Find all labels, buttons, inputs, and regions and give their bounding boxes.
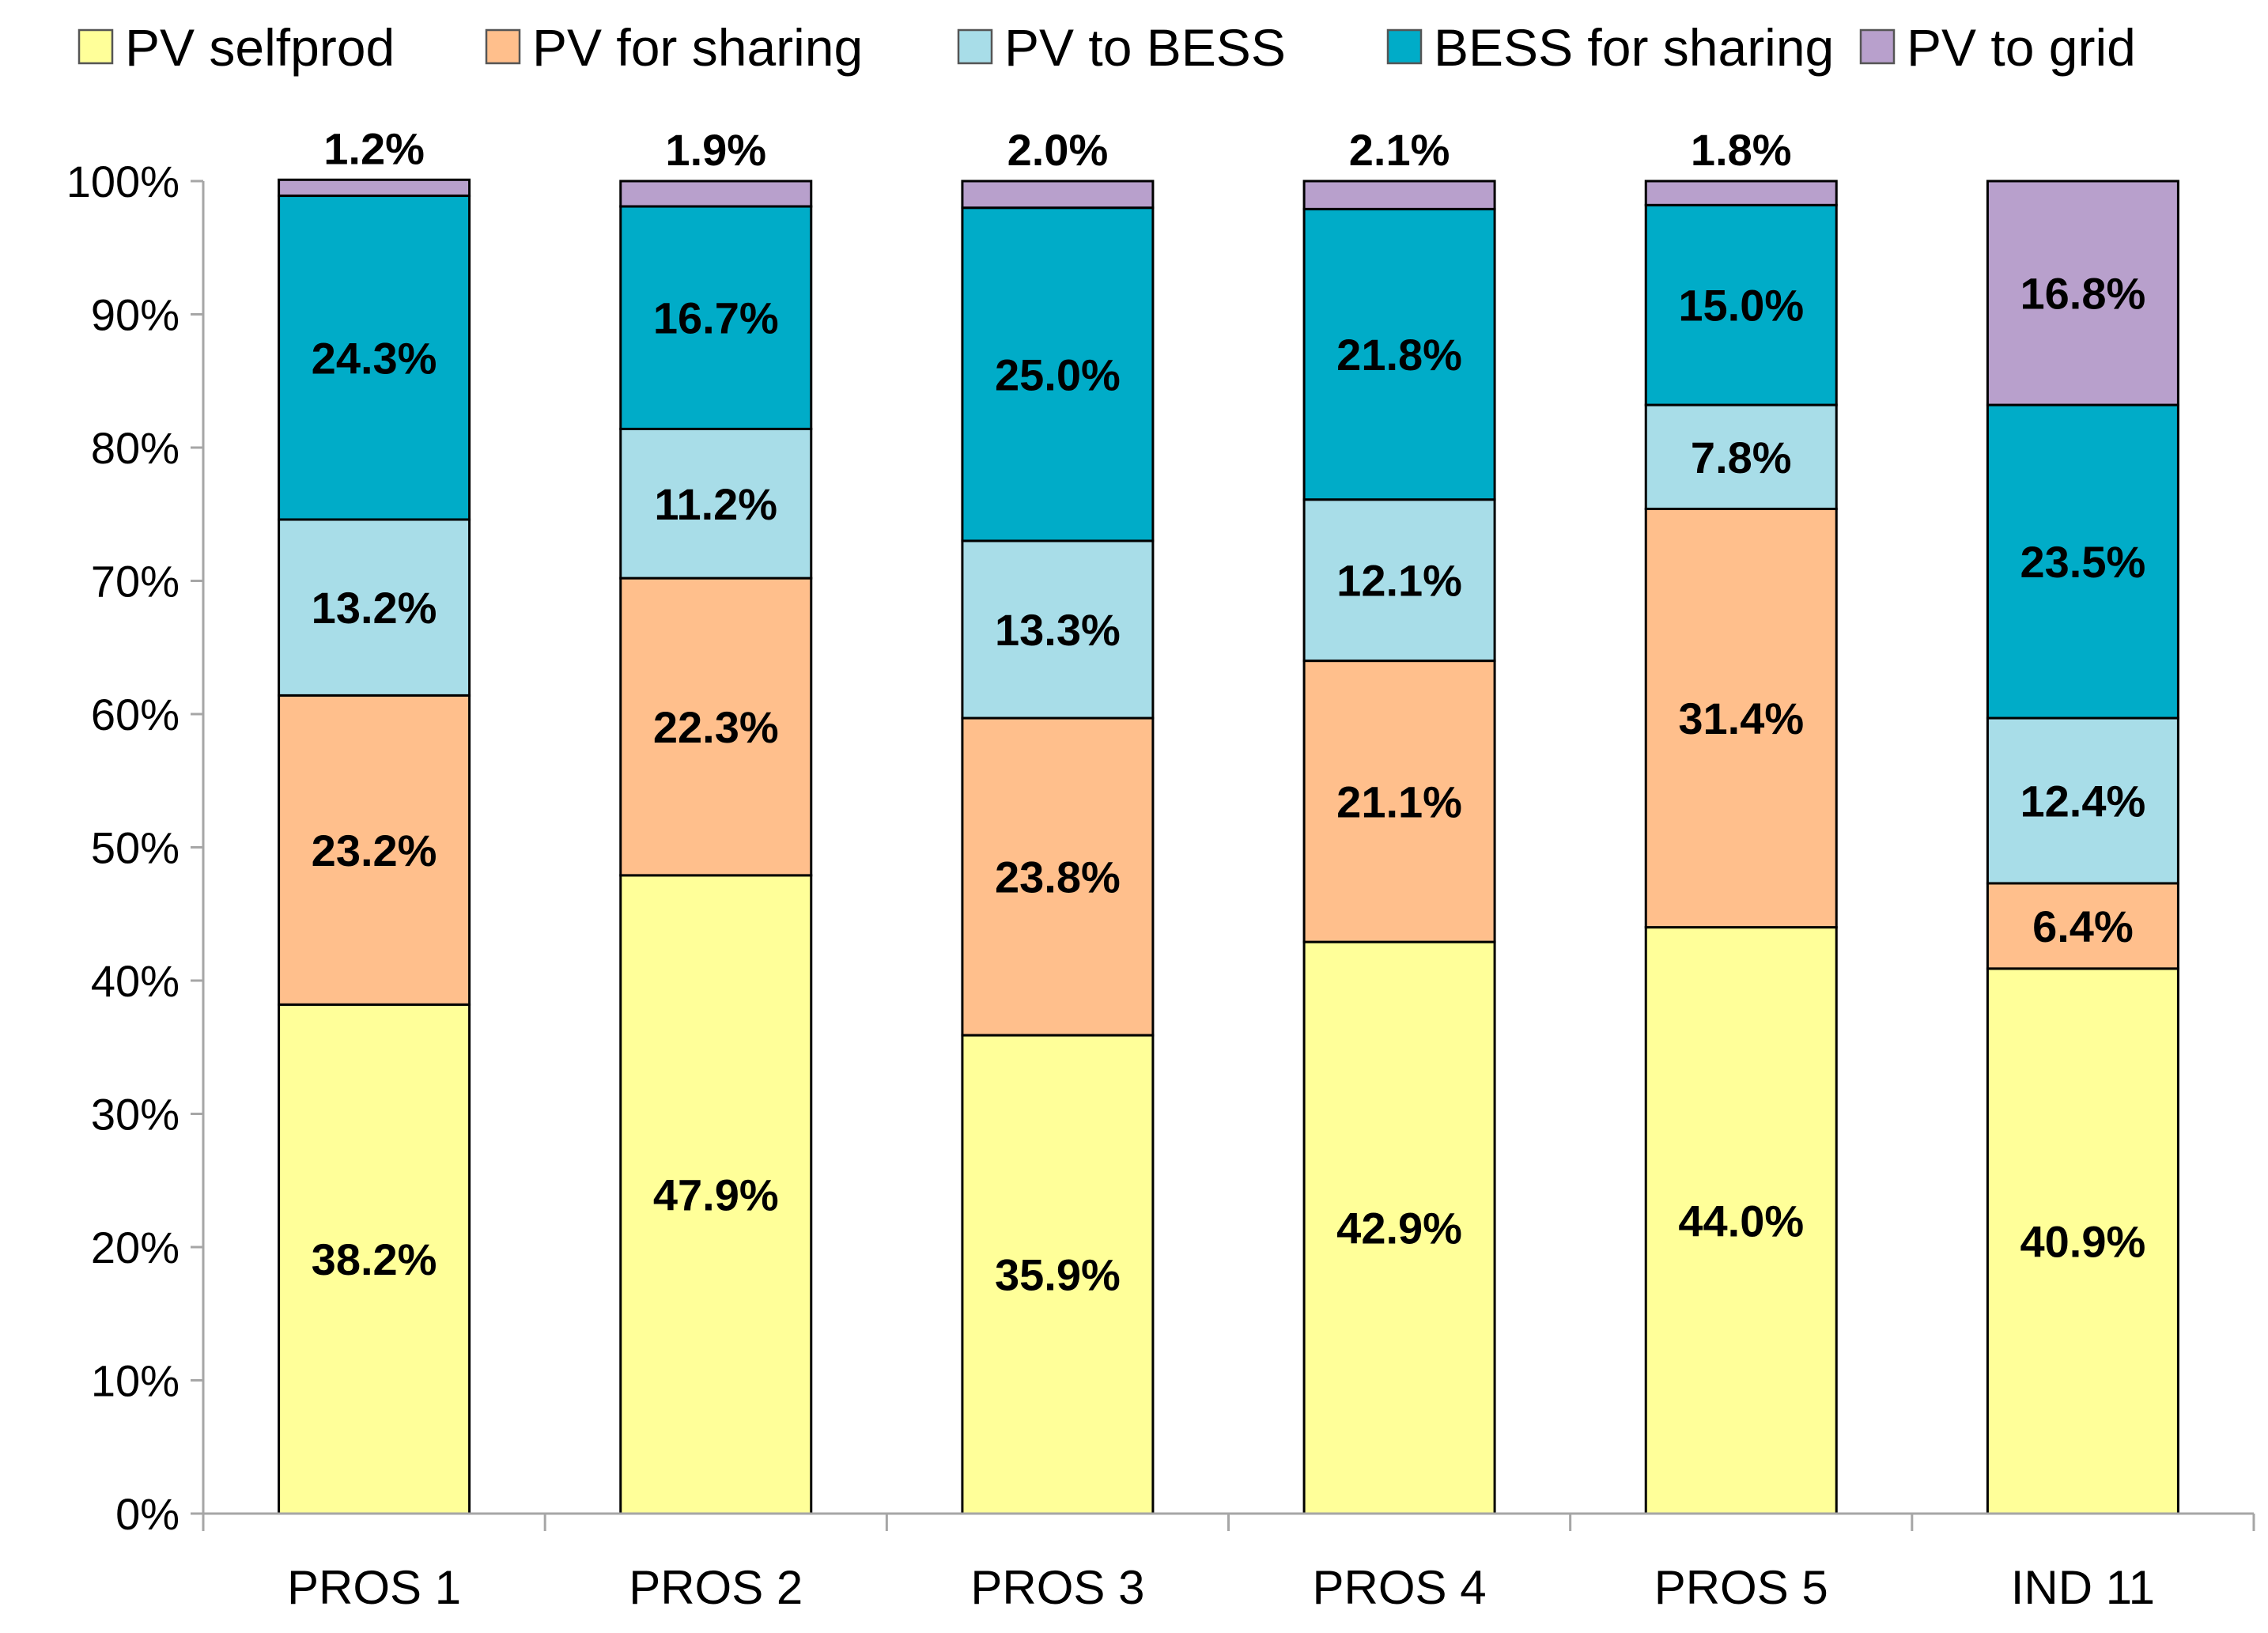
data-label-pros-4-pv-to-bess: 12.1%: [1336, 556, 1462, 606]
y-tick-label: 30%: [91, 1090, 180, 1140]
data-label-pros-2-pv-for-sharing: 22.3%: [653, 702, 779, 752]
data-label-pros-4-bess-for-sharing: 21.8%: [1336, 330, 1462, 380]
bar-pros-4-pv-to-bess: [1302, 498, 1496, 663]
data-label-pros-1-pv-to-grid: 1.2%: [323, 123, 425, 173]
bar-pros-4-pv-for-sharing: [1302, 660, 1496, 943]
x-tick-label-pros-4: PROS 4: [1313, 1561, 1487, 1614]
legend-label-pv-to-bess: PV to BESS: [1004, 18, 1286, 77]
bar-pros-4-bess-for-sharing: [1302, 207, 1496, 501]
legend-label-pv-selfprod: PV selfprod: [125, 18, 395, 77]
bar-pros-1-pv-for-sharing: [278, 694, 471, 1006]
data-label-pros-1-pv-for-sharing: 23.2%: [312, 826, 437, 875]
bar-ind-11-bess-for-sharing: [1986, 403, 2179, 720]
data-label-ind-11-pv-selfprod: 40.9%: [2020, 1216, 2146, 1266]
x-tick-label-ind-11: IND 11: [2011, 1561, 2155, 1614]
legend-swatch-bess-for-sharing: [1386, 28, 1423, 65]
data-label-pros-1-bess-for-sharing: 24.3%: [312, 333, 437, 383]
data-label-ind-11-bess-for-sharing: 23.5%: [2020, 537, 2146, 587]
y-tick-label: 10%: [91, 1356, 180, 1406]
data-label-pros-2-pv-to-bess: 11.2%: [654, 479, 777, 529]
data-label-pros-5-pv-to-bess: 7.8%: [1691, 433, 1792, 482]
bars: [278, 178, 2179, 1515]
bar-pros-1-pv-selfprod: [278, 1003, 471, 1515]
bar-pros-2-pv-to-grid: [619, 180, 813, 208]
bar-pros-2-pv-to-bess: [619, 427, 813, 580]
y-tick-label: 90%: [91, 290, 180, 340]
bar-pros-3-pv-for-sharing: [961, 716, 1155, 1037]
bar-pros-2-pv-selfprod: [619, 874, 813, 1515]
bar-pros-5-bess-for-sharing: [1644, 203, 1838, 406]
data-label-ind-11-pv-to-grid: 16.8%: [2020, 269, 2146, 319]
bar-pros-3-pv-to-grid: [961, 180, 1155, 210]
y-tick-label: 80%: [91, 423, 180, 473]
bar-ind-11-pv-to-grid: [1986, 180, 2179, 406]
y-tick-label: 40%: [91, 956, 180, 1006]
bar-ind-11-pv-to-bess: [1986, 716, 2179, 885]
data-label-pros-2-bess-for-sharing: 16.7%: [653, 293, 779, 343]
legend-swatch-pv-selfprod: [77, 28, 114, 65]
legend-swatch-pv-to-bess: [957, 28, 993, 65]
data-label-ind-11-pv-to-bess: 12.4%: [2020, 777, 2146, 826]
data-label-pros-4-pv-selfprod: 42.9%: [1336, 1204, 1462, 1253]
data-label-pros-1-pv-selfprod: 38.2%: [312, 1234, 437, 1284]
legend-label-bess-for-sharing: BESS for sharing: [1434, 18, 1834, 77]
data-label-pros-4-pv-for-sharing: 21.1%: [1336, 777, 1462, 826]
data-label-pros-3-pv-to-bess: 13.3%: [995, 605, 1121, 655]
bar-pros-3-pv-to-bess: [961, 539, 1155, 720]
data-label-pros-5-bess-for-sharing: 15.0%: [1678, 281, 1804, 331]
x-tick-label-pros-1: PROS 1: [287, 1561, 461, 1614]
x-axis: PROS 1 PROS 2 PROS 3 PROS 4 PROS 5 IND 11: [202, 1512, 2255, 1614]
y-tick-label: 60%: [91, 690, 180, 739]
y-axis: 0% 10% 20% 30% 40% 50% 60% 70% 80% 90% 100%: [66, 157, 205, 1539]
y-tick-label: 50%: [91, 823, 180, 873]
data-label-pros-2-pv-selfprod: 47.9%: [653, 1170, 779, 1219]
data-label-pros-4-pv-to-grid: 2.1%: [1349, 125, 1450, 175]
x-tick-label-pros-5: PROS 5: [1654, 1561, 1828, 1614]
data-label-pros-5-pv-to-grid: 1.8%: [1691, 125, 1792, 175]
bar-ind-11-pv-for-sharing: [1986, 882, 2179, 970]
data-label-pros-5-pv-selfprod: 44.0%: [1678, 1196, 1804, 1246]
data-label-pros-3-pv-to-grid: 2.0%: [1007, 125, 1109, 175]
data-label-pros-3-bess-for-sharing: 25.0%: [995, 350, 1121, 399]
y-tick-label: 20%: [91, 1223, 180, 1272]
y-tick-label: 0%: [115, 1489, 180, 1539]
data-labels: 38.2% 23.2% 13.2% 24.3% 1.2% 47.9% 22.3% 11.2% 1…: [312, 123, 2146, 1299]
bar-pros-1-pv-to-grid: [278, 178, 471, 198]
data-label-pros-3-pv-selfprod: 35.9%: [995, 1250, 1121, 1300]
y-tick-label: 70%: [91, 557, 180, 607]
bar-pros-4-pv-to-grid: [1302, 180, 1496, 210]
data-label-pros-3-pv-for-sharing: 23.8%: [995, 852, 1121, 902]
data-label-pros-1-pv-to-bess: 13.2%: [312, 583, 437, 633]
legend-label-pv-to-grid: PV to grid: [1907, 18, 2136, 77]
x-tick-label-pros-2: PROS 2: [629, 1561, 803, 1614]
legend: PV selfprod PV for sharing PV to BESS BESS …: [77, 18, 2136, 77]
legend-label-pv-for-sharing: PV for sharing: [532, 18, 863, 77]
x-tick-label-pros-3: PROS 3: [970, 1561, 1144, 1614]
legend-swatch-pv-to-grid: [1859, 28, 1896, 65]
bar-pros-5-pv-to-grid: [1644, 180, 1838, 206]
data-label-ind-11-pv-for-sharing: 6.4%: [2032, 902, 2134, 951]
bar-pros-5-pv-to-bess: [1644, 403, 1838, 511]
data-label-pros-2-pv-to-grid: 1.9%: [665, 125, 766, 175]
bar-pros-2-pv-for-sharing: [619, 576, 813, 877]
bar-pros-5-pv-selfprod: [1644, 926, 1838, 1515]
bar-pros-2-bess-for-sharing: [619, 205, 813, 430]
legend-swatch-pv-for-sharing: [485, 28, 521, 65]
data-label-pros-5-pv-for-sharing: 31.4%: [1678, 694, 1804, 743]
bar-pros-3-bess-for-sharing: [961, 206, 1155, 542]
bar-pros-5-pv-for-sharing: [1644, 508, 1838, 929]
y-tick-label: 100%: [66, 157, 180, 206]
